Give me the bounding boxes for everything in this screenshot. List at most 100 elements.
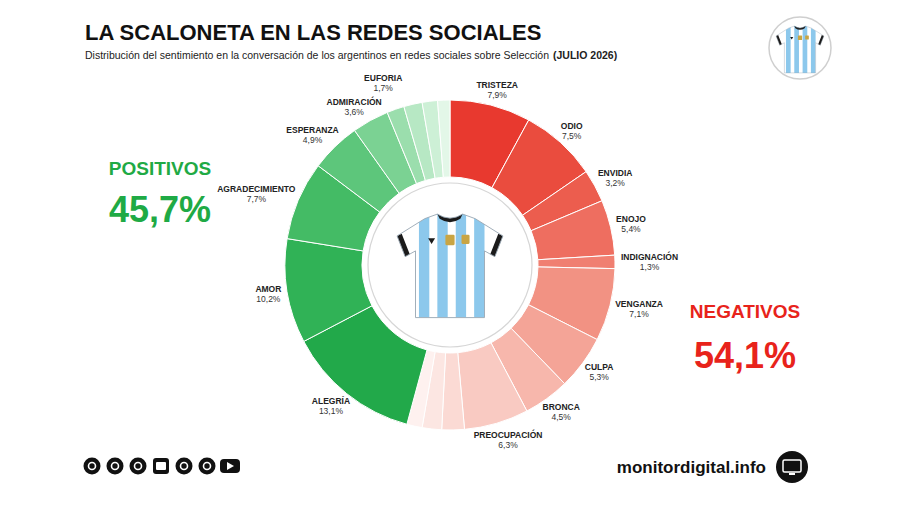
source-icon-stand [789, 473, 795, 475]
jersey-cuffs [397, 234, 503, 257]
slice [458, 343, 527, 429]
social-icon-glyph [156, 462, 166, 470]
slice-label: ADMIRACIÓN3,6% [327, 96, 382, 117]
group-value: 54,1% [694, 335, 796, 376]
slice-label-value: 10,2% [256, 294, 281, 304]
jersey-stripe [474, 210, 484, 325]
slice-label-name: ESPERANZA [286, 125, 338, 135]
slice-label-name: ALEGRÍA [312, 396, 350, 406]
jersey-outline [776, 26, 824, 73]
slice-label: ENOJO5,4% [616, 214, 646, 234]
center-circle [368, 183, 532, 347]
slice-label-value: 7,1% [629, 309, 649, 319]
social-icon [130, 458, 147, 475]
jersey-crest [805, 35, 809, 39]
social-icon [176, 458, 193, 475]
slice-label-value: 7,9% [488, 90, 508, 100]
jersey-stripe [794, 24, 799, 76]
slice-label: ENVIDIA3,2% [598, 168, 632, 188]
slice-label-name: ENOJO [616, 214, 646, 224]
jersey-stripe [786, 24, 791, 76]
jersey-stripe [456, 210, 466, 325]
social-icon-glyph [89, 463, 96, 470]
slice-label: CULPA5,3% [585, 362, 614, 382]
slice-label-value: 3,6% [344, 107, 364, 117]
title: LA SCALONETA EN LAS REDES SOCIALES [85, 20, 541, 45]
social-icon [199, 458, 216, 475]
slice-label-value: 3,2% [605, 178, 625, 188]
slice-label-value: 1,7% [374, 83, 394, 93]
subtitle: Distribución del sentimiento en la conve… [85, 49, 617, 61]
jersey-icon [776, 24, 824, 76]
jersey-badge-circle [769, 17, 831, 79]
jersey-stripe [437, 210, 447, 325]
subtitle-text: Distribución del sentimiento en la conve… [85, 49, 549, 61]
social-icons [84, 458, 241, 475]
jersey-logo [790, 37, 793, 40]
slice [285, 239, 372, 342]
slice-label: INDIGNACIÓN1,3% [621, 251, 678, 272]
source-icon-screen [783, 460, 801, 472]
group-value: 45,7% [109, 189, 211, 230]
jersey-body [397, 214, 503, 318]
slice-label: TRISTEZA7,9% [476, 80, 518, 100]
slice [531, 201, 615, 260]
social-icon [107, 458, 124, 475]
source-icon [776, 451, 808, 483]
jersey-cuffs [776, 35, 824, 45]
group-label: NEGATIVOS [690, 301, 801, 322]
slice-label-value: 4,5% [551, 412, 571, 422]
jersey-logo [428, 238, 435, 244]
jersey-icon [397, 210, 503, 325]
jersey-stripe [419, 210, 429, 325]
social-icon-glyph [112, 463, 119, 470]
slice-label-value: 5,4% [621, 224, 641, 234]
slice-label-name: INDIGNACIÓN [621, 251, 678, 262]
jersey-body [776, 26, 824, 73]
slice-label: AMOR10,2% [255, 284, 281, 304]
slice-label: VENGANZA7,1% [615, 299, 663, 319]
group-label: POSITIVOS [109, 158, 211, 179]
slice-label-name: BRONCA [543, 402, 580, 412]
social-icon [153, 458, 169, 474]
slice-label: ODIO7,5% [561, 121, 583, 141]
slice-label-name: TRISTEZA [476, 80, 518, 90]
slice-label-name: VENGANZA [615, 299, 663, 309]
jersey-stripe [811, 24, 816, 76]
slice-label-value: 4,9% [303, 135, 323, 145]
subtitle-period: (JULIO 2026) [553, 49, 617, 61]
slice-label-value: 13,1% [319, 406, 344, 416]
slice-label-name: EUFORIA [364, 73, 402, 83]
social-icon-glyph [135, 463, 142, 470]
slice-label-name: ODIO [561, 121, 583, 131]
jersey-crest [462, 235, 470, 244]
jersey-outline [397, 214, 503, 318]
slice-label-name: ADMIRACIÓN [327, 96, 382, 107]
jersey-badge [798, 35, 802, 40]
slice-label-value: 6,3% [498, 440, 518, 450]
slice-label-name: PREOCUPACIÓN [474, 429, 543, 440]
social-icon-glyph [204, 463, 211, 470]
slice-label: ESPERANZA4,9% [286, 125, 338, 145]
jersey-stripes [786, 24, 816, 76]
social-icon [84, 458, 101, 475]
slice-label-value: 5,3% [589, 372, 609, 382]
jersey-badge [445, 235, 454, 245]
social-icon [220, 459, 240, 473]
slice-label: EUFORIA1,7% [364, 73, 402, 93]
slice-label-name: ENVIDIA [598, 168, 632, 178]
slice-label-name: AGRADECIMIENTO [217, 184, 296, 194]
jersey-stripes [419, 210, 485, 325]
slice-label-value: 7,5% [562, 131, 582, 141]
social-icon-glyph [227, 462, 234, 470]
chart-canvas: LA SCALONETA EN LAS REDES SOCIALES Distri… [0, 0, 900, 505]
slice [538, 255, 615, 268]
slice-label-name: AMOR [255, 284, 281, 294]
slice-label: AGRADECIMIENTO7,7% [217, 184, 296, 204]
source: monitordigital.info [617, 458, 766, 477]
slice-label: BRONCA4,5% [543, 402, 580, 422]
slice-label: ALEGRÍA13,1% [312, 396, 350, 416]
social-icon-glyph [181, 463, 188, 470]
slice-label-value: 1,3% [640, 262, 660, 272]
jersey-stripe [803, 24, 808, 76]
